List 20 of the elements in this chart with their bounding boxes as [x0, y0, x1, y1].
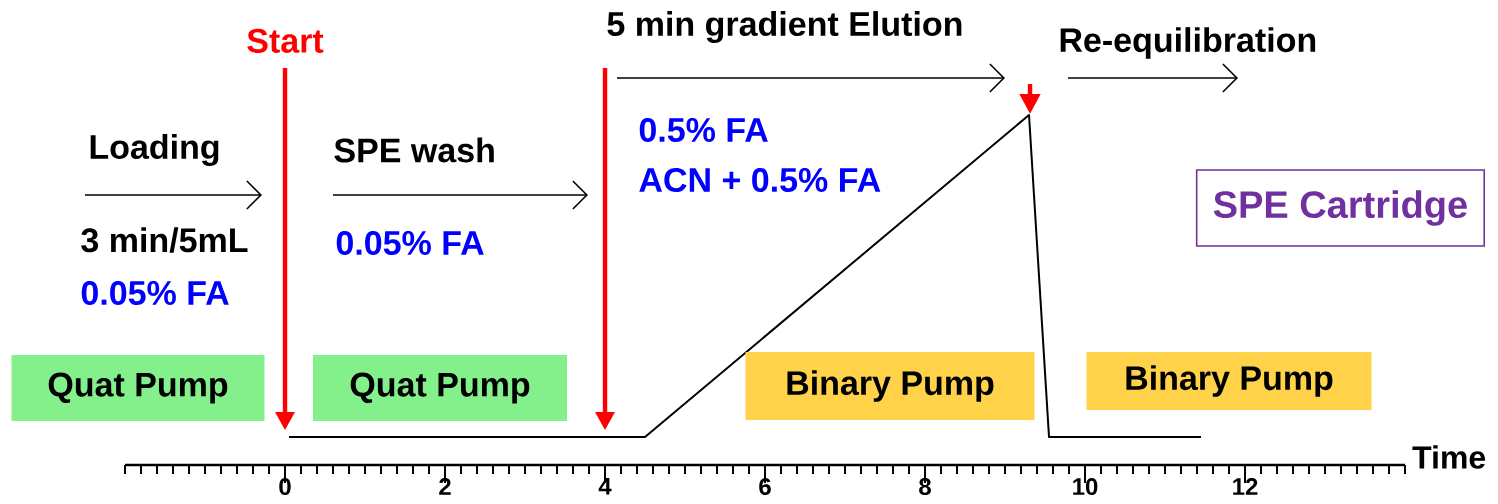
x-tick-label: 12 [1233, 478, 1258, 495]
x-axis-title: Time [1412, 445, 1486, 469]
annotation: SPE Cartridge [1213, 190, 1467, 226]
annotation: ACN + 0.5% FA [639, 167, 881, 193]
text: 5 min gradient Elution [607, 11, 962, 43]
annotation: 0.5% FA [639, 117, 768, 143]
annotation: Quat Pump [48, 372, 228, 404]
annotation: Binary Pump [787, 370, 994, 402]
annotation: Loading [90, 134, 219, 166]
x-tick-label: 10 [1073, 478, 1098, 496]
annotation: 0.05% FA [81, 280, 229, 306]
annotation: 0.05% FA [336, 230, 484, 256]
x-tick-label: 6 [759, 478, 771, 496]
text: Re-equilibration [1060, 27, 1316, 59]
annotation: SPE wash [334, 137, 494, 163]
annotation: 3 min/5mL [81, 227, 248, 253]
annotation: Binary Pump [1126, 365, 1333, 397]
ref-line-label: Start [247, 28, 324, 53]
x-tick-label: 8 [919, 478, 931, 496]
annotation: Quat Pump [350, 372, 530, 404]
